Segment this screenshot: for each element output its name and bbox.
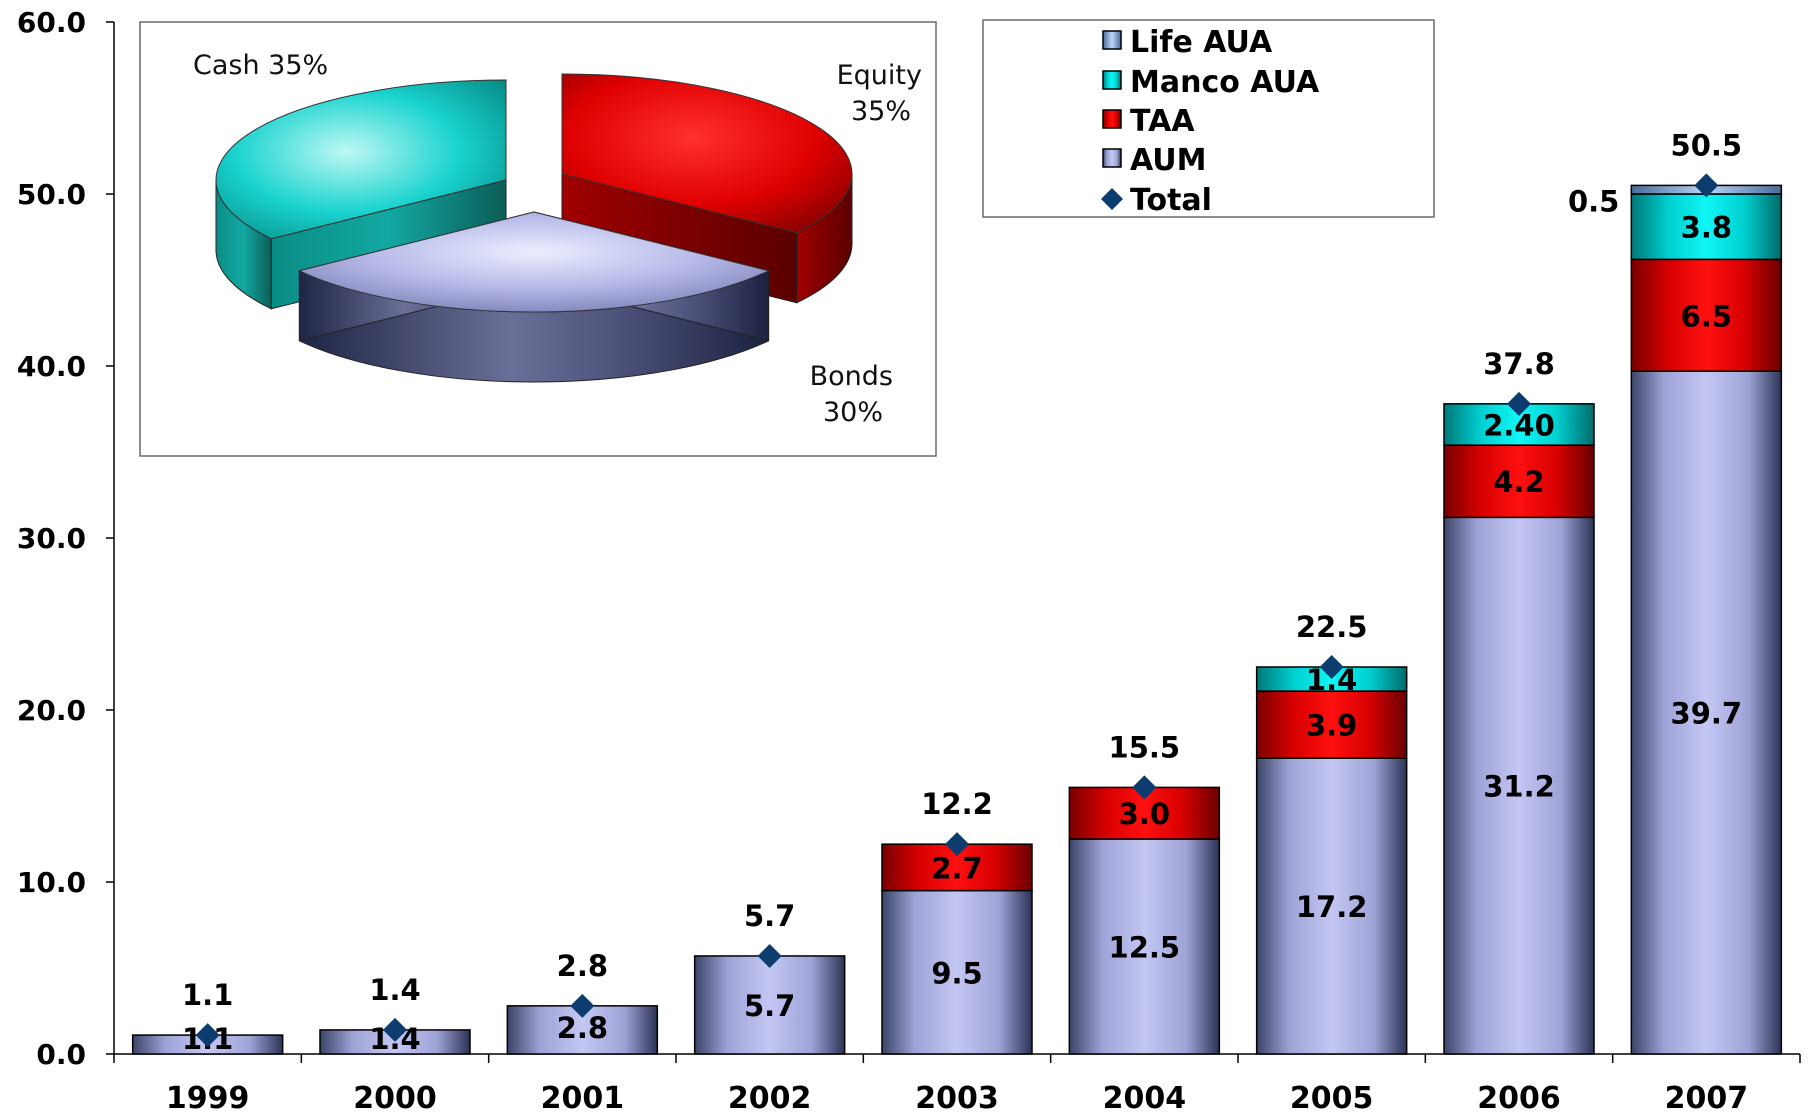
total-marker bbox=[570, 993, 595, 1018]
bar-taa bbox=[1443, 444, 1595, 519]
y-tick-label: 0.0 bbox=[36, 1038, 86, 1071]
legend-swatch-taa bbox=[1102, 109, 1122, 129]
data-label-manco-aua: 3.8 bbox=[1681, 211, 1732, 245]
legend-label-taa: TAA bbox=[1130, 104, 1195, 139]
pie-label-bonds-pct: 30% bbox=[823, 397, 883, 428]
total-label: 50.5 bbox=[1671, 128, 1743, 162]
x-tick-label: 2007 bbox=[1665, 1081, 1749, 1116]
legend-label-aum: AUM bbox=[1130, 143, 1207, 178]
total-marker bbox=[757, 943, 782, 968]
pie-slice-bonds bbox=[297, 211, 771, 313]
total-label: 1.1 bbox=[182, 978, 233, 1012]
total-label: 12.2 bbox=[921, 787, 993, 821]
bar-taa bbox=[1255, 690, 1408, 759]
data-label-aum: 31.2 bbox=[1483, 770, 1555, 804]
x-tick-label: 2001 bbox=[541, 1081, 625, 1116]
x-tick-label: 1999 bbox=[166, 1081, 250, 1116]
y-tick-label: 40.0 bbox=[17, 350, 86, 383]
total-label: 22.5 bbox=[1296, 610, 1368, 644]
x-tick-label: 2000 bbox=[353, 1081, 437, 1116]
bar-manco-aua bbox=[1630, 193, 1783, 261]
pie-slices bbox=[215, 73, 853, 383]
legend-label-manco-aua: Manco AUA bbox=[1130, 65, 1320, 100]
total-series: 1.1 1.4 2.8 5.7 12.2 15.5 22.5 37.8 50.5 bbox=[182, 128, 1743, 1048]
legend-marker-total bbox=[1101, 188, 1123, 210]
data-label-life-aua: 0.5 bbox=[1568, 185, 1619, 219]
data-label-aum: 5.7 bbox=[744, 989, 795, 1023]
pie-label-cash: Cash 35% bbox=[193, 50, 328, 81]
total-label: 15.5 bbox=[1109, 730, 1181, 764]
bar-aum bbox=[1630, 370, 1783, 1055]
bar-aum bbox=[881, 889, 1033, 1055]
bar-aum bbox=[1255, 757, 1408, 1055]
total-marker bbox=[1694, 173, 1719, 198]
pie-inset: Equity 35% Bonds 30% Cash 35% bbox=[139, 21, 937, 457]
total-label: 37.8 bbox=[1483, 347, 1555, 381]
data-label-taa: 3.9 bbox=[1306, 709, 1357, 743]
axes: 0.0 10.0 20.0 30.0 40.0 50.0 60.0 1999 2000 2001 2… bbox=[17, 6, 1801, 1116]
legend-swatch-manco-aua bbox=[1102, 70, 1122, 90]
x-tick-label: 2003 bbox=[915, 1081, 999, 1116]
total-label: 1.4 bbox=[369, 973, 420, 1007]
pie-slice-equity bbox=[561, 73, 853, 234]
bar-taa bbox=[1630, 258, 1783, 372]
total-marker bbox=[1132, 775, 1157, 800]
data-label-aum: 17.2 bbox=[1296, 890, 1368, 924]
total-label: 5.7 bbox=[744, 899, 795, 933]
total-marker bbox=[195, 1023, 220, 1048]
legend-label-total: Total bbox=[1130, 183, 1212, 218]
x-tick-label: 2006 bbox=[1477, 1081, 1561, 1116]
pie-label-bonds: Bonds bbox=[810, 361, 893, 392]
data-label-aum: 39.7 bbox=[1671, 697, 1743, 731]
x-tick-label: 2005 bbox=[1290, 1081, 1374, 1116]
y-tick-label: 50.0 bbox=[17, 178, 86, 211]
y-tick-label: 60.0 bbox=[17, 6, 86, 39]
data-label-taa: 2.7 bbox=[931, 851, 982, 885]
legend: Life AUA Manco AUA TAA AUM Total bbox=[982, 19, 1435, 218]
data-label-aum: 12.5 bbox=[1109, 931, 1181, 965]
total-label: 2.8 bbox=[557, 949, 608, 983]
total-marker bbox=[945, 832, 969, 857]
pie-slice-cash bbox=[215, 79, 507, 240]
data-label-taa: 4.2 bbox=[1493, 465, 1544, 499]
total-marker bbox=[1507, 391, 1531, 416]
pie-label-equity: Equity bbox=[837, 60, 922, 91]
legend-frame bbox=[982, 19, 1435, 218]
bar-aum bbox=[1068, 838, 1221, 1055]
pie-label-equity-pct: 35% bbox=[851, 96, 911, 127]
data-label-aum: 9.5 bbox=[931, 956, 982, 990]
data-label-taa: 3.0 bbox=[1119, 797, 1170, 831]
y-tick-label: 10.0 bbox=[17, 866, 86, 899]
y-tick-label: 20.0 bbox=[17, 694, 86, 727]
bar-aum bbox=[1443, 516, 1595, 1055]
data-label-taa: 6.5 bbox=[1681, 299, 1732, 333]
legend-swatch-aum bbox=[1102, 148, 1122, 168]
x-tick-label: 2002 bbox=[728, 1081, 812, 1116]
x-tick-label: 2004 bbox=[1103, 1081, 1187, 1116]
bar-aum bbox=[693, 955, 846, 1055]
y-tick-label: 30.0 bbox=[17, 522, 86, 555]
legend-swatch-life-aua bbox=[1102, 30, 1122, 50]
total-marker bbox=[383, 1017, 407, 1042]
total-marker bbox=[1319, 655, 1344, 679]
legend-label-life-aua: Life AUA bbox=[1130, 25, 1273, 60]
